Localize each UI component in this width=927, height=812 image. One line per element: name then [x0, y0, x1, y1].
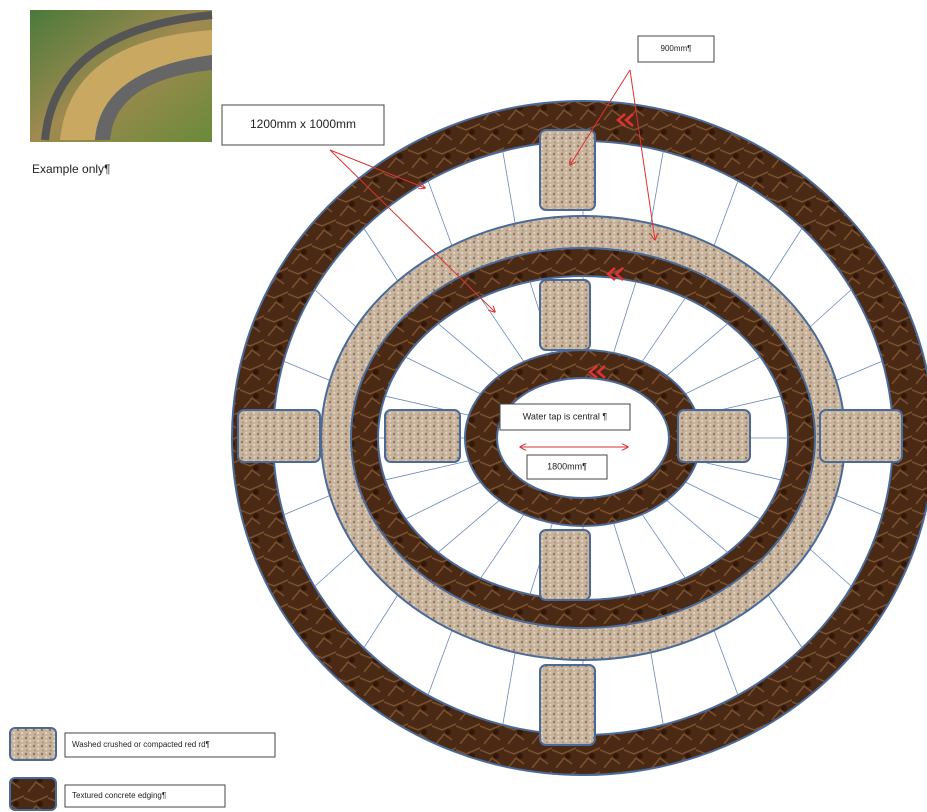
diameter-label: 1800mm¶	[547, 461, 587, 471]
legend: Washed crushed or compacted red rd¶ Text…	[10, 728, 275, 810]
width-label: 900mm¶	[661, 44, 692, 53]
photo	[30, 10, 212, 142]
tap-label: Water tap is central ¶	[523, 411, 608, 421]
size-label: 1200mm x 1000mm	[250, 117, 356, 131]
legend-swatch	[10, 778, 56, 810]
legend-label: Textured concrete edging¶	[72, 791, 166, 800]
legend-label: Washed crushed or compacted red rd¶	[72, 740, 210, 749]
legend-swatch	[10, 728, 56, 760]
diagram: Example only¶ 1200mm x 1000mm 900mm¶ Wat…	[0, 0, 927, 812]
garden-plan	[232, 101, 927, 775]
example-label: Example only¶	[32, 162, 110, 176]
